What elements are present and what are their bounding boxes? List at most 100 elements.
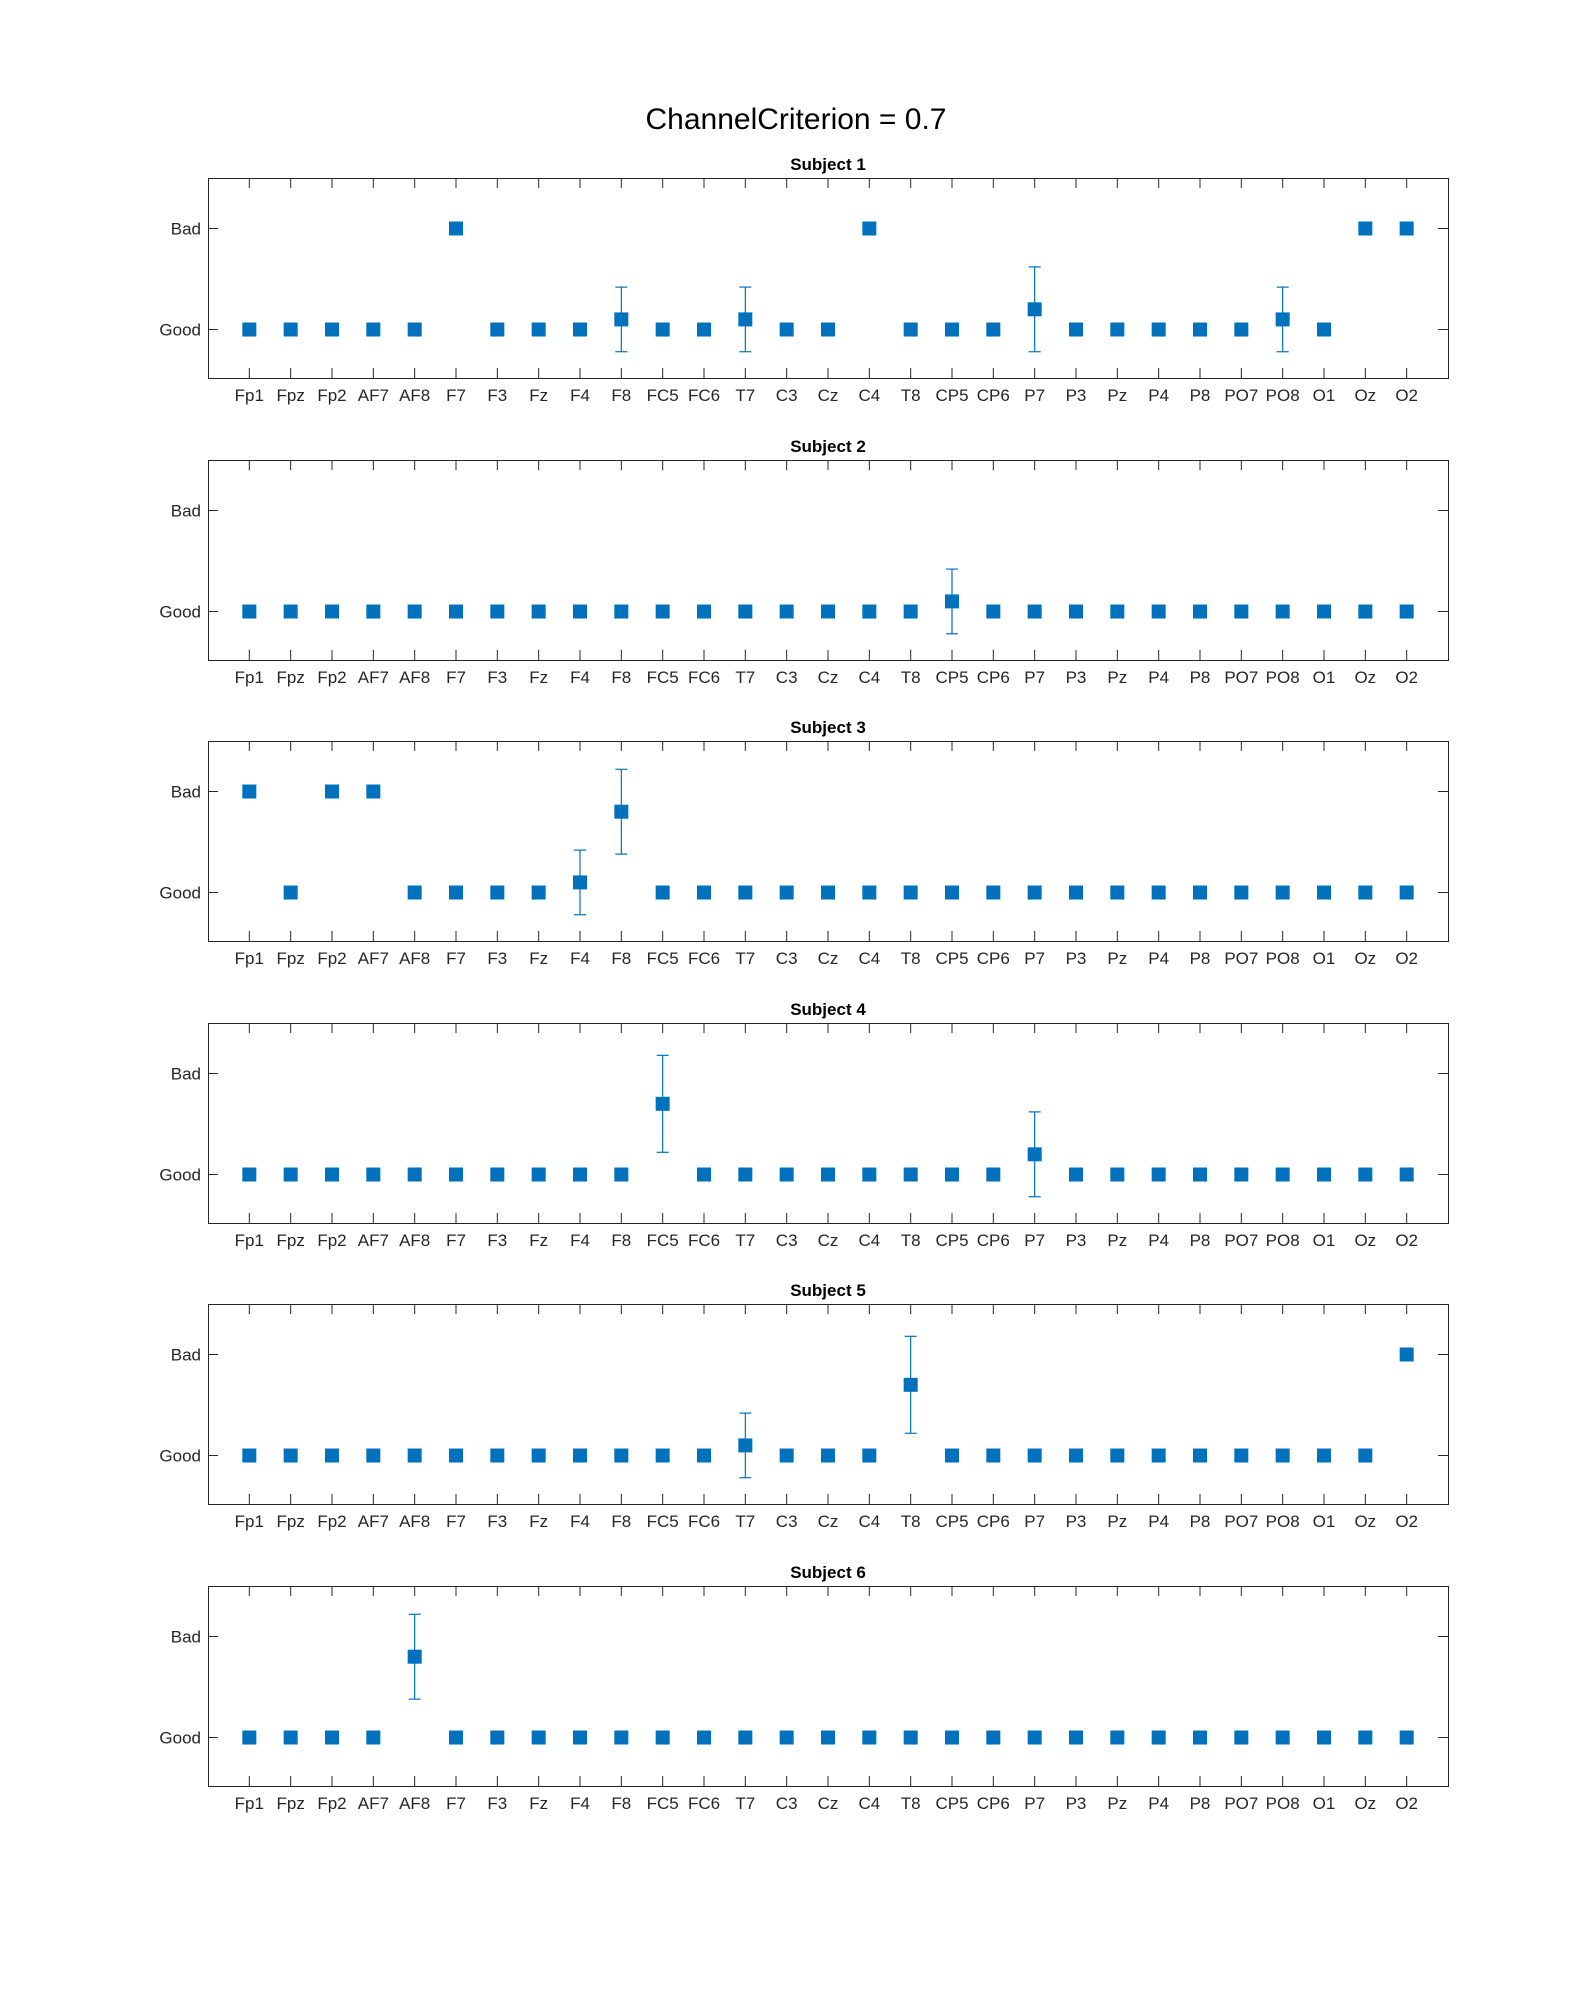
data-marker	[449, 885, 463, 900]
x-tick-label: F4	[570, 386, 590, 405]
data-marker	[821, 1167, 835, 1182]
x-tick-label: C3	[776, 668, 798, 687]
x-tick-label: T8	[901, 1512, 921, 1531]
x-tick-label: F8	[611, 949, 631, 968]
x-tick-label: AF7	[358, 1794, 389, 1813]
data-marker	[1234, 322, 1249, 337]
axes-box	[208, 1304, 1449, 1505]
axes-box	[208, 178, 1449, 379]
data-marker	[1027, 1448, 1042, 1463]
x-tick-label: Fp2	[317, 1231, 346, 1250]
x-tick-label: CP6	[977, 1794, 1010, 1813]
x-tick-label: Fpz	[276, 1794, 304, 1813]
data-marker	[1151, 604, 1166, 619]
data-marker	[490, 885, 505, 900]
x-tick-label: Cz	[818, 1512, 839, 1531]
data-marker	[1317, 1730, 1331, 1745]
x-tick-label: Fpz	[276, 1512, 304, 1531]
data-marker	[945, 1167, 959, 1182]
x-tick-label: Oz	[1354, 949, 1376, 968]
x-tick-label: P4	[1148, 949, 1169, 968]
data-marker	[903, 1377, 918, 1392]
x-tick-label: C4	[858, 386, 880, 405]
x-tick-label: Fpz	[276, 949, 304, 968]
data-marker	[945, 885, 959, 900]
x-tick-label: AF7	[358, 1231, 389, 1250]
data-marker	[1069, 1167, 1083, 1182]
x-tick-label: CP5	[935, 1231, 968, 1250]
data-marker	[1110, 1730, 1125, 1745]
x-tick-label: CP5	[935, 949, 968, 968]
data-marker	[1069, 1730, 1083, 1745]
data-marker	[655, 885, 670, 900]
x-tick-label: Fp1	[235, 668, 264, 687]
data-marker	[614, 1448, 629, 1463]
x-tick-label: Fp1	[235, 1231, 264, 1250]
x-tick-label: FC5	[647, 1512, 679, 1531]
data-marker	[697, 1167, 711, 1182]
data-marker	[655, 1096, 670, 1111]
data-marker	[407, 322, 422, 337]
y-tick-label: Bad	[171, 502, 201, 521]
x-tick-label: PO8	[1266, 1512, 1300, 1531]
data-marker	[449, 1730, 463, 1745]
data-marker	[449, 1448, 463, 1463]
data-marker	[903, 885, 918, 900]
subplot-title: Subject 1	[790, 155, 866, 174]
data-marker	[1275, 1730, 1290, 1745]
data-marker	[325, 1448, 339, 1463]
x-tick-label: Cz	[818, 949, 839, 968]
x-tick-label: AF8	[399, 386, 430, 405]
x-tick-label: PO7	[1224, 1231, 1258, 1250]
y-tick-label: Bad	[171, 220, 201, 239]
x-tick-label: FC5	[647, 949, 679, 968]
data-marker	[1027, 1730, 1042, 1745]
data-marker	[738, 312, 753, 327]
data-marker	[1234, 1448, 1249, 1463]
x-tick-label: CP6	[977, 386, 1010, 405]
x-tick-label: Pz	[1107, 949, 1127, 968]
data-marker	[1317, 322, 1331, 337]
data-marker	[1069, 322, 1083, 337]
data-marker	[490, 604, 505, 619]
data-marker	[1399, 1347, 1414, 1362]
subplot-title: Subject 4	[790, 1000, 866, 1019]
x-tick-label: F8	[611, 668, 631, 687]
x-tick-label: CP6	[977, 1512, 1010, 1531]
data-marker	[325, 784, 339, 799]
x-tick-label: O2	[1395, 386, 1418, 405]
data-marker	[738, 604, 753, 619]
data-marker	[655, 1730, 670, 1745]
x-tick-label: P7	[1024, 668, 1045, 687]
data-marker	[1193, 1167, 1207, 1182]
x-tick-label: Fz	[529, 1512, 548, 1531]
x-tick-label: O2	[1395, 1512, 1418, 1531]
data-marker	[573, 604, 587, 619]
data-marker	[738, 1730, 753, 1745]
data-marker	[862, 1448, 877, 1463]
data-marker	[986, 322, 1001, 337]
data-marker	[697, 885, 711, 900]
x-tick-label: Fz	[529, 1231, 548, 1250]
x-tick-label: P4	[1148, 668, 1169, 687]
x-tick-label: CP5	[935, 668, 968, 687]
x-tick-label: P8	[1190, 1512, 1211, 1531]
data-marker	[531, 885, 546, 900]
x-tick-label: F4	[570, 949, 590, 968]
x-tick-label: F3	[487, 668, 507, 687]
x-tick-label: T8	[901, 1231, 921, 1250]
axes-box	[208, 741, 1449, 942]
x-tick-label: FC5	[647, 386, 679, 405]
data-marker	[531, 1167, 546, 1182]
data-marker	[366, 1167, 381, 1182]
x-tick-label: C3	[776, 1794, 798, 1813]
data-marker	[945, 594, 959, 609]
data-marker	[779, 322, 794, 337]
x-tick-label: Fz	[529, 949, 548, 968]
x-tick-label: P8	[1190, 949, 1211, 968]
x-tick-label: Fp2	[317, 386, 346, 405]
y-tick-label: Bad	[171, 1628, 201, 1647]
data-marker	[1399, 604, 1414, 619]
data-marker	[1110, 1167, 1125, 1182]
